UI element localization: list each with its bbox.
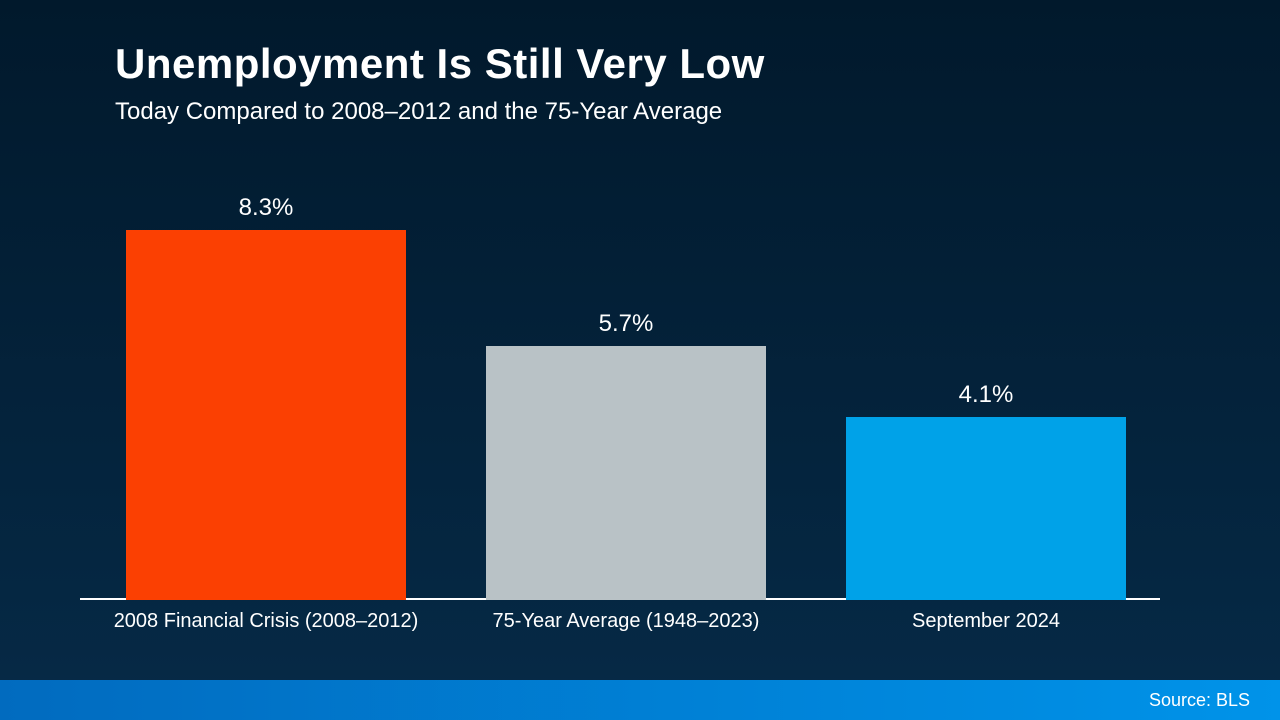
bar-label: September 2024	[912, 610, 1060, 633]
page-title: Unemployment Is Still Very Low	[115, 40, 765, 88]
source-text: Source: BLS	[1149, 690, 1250, 711]
page-subtitle: Today Compared to 2008–2012 and the 75-Y…	[115, 98, 765, 126]
bar-group: 5.7%75-Year Average (1948–2023)	[486, 310, 766, 600]
bar-value: 4.1%	[959, 381, 1014, 409]
bar-value: 5.7%	[599, 310, 654, 338]
bar	[486, 346, 766, 600]
footer-bar: Source: BLS	[0, 680, 1280, 720]
bar-chart: 8.3%2008 Financial Crisis (2008–2012)5.7…	[80, 190, 1160, 630]
bar-group: 8.3%2008 Financial Crisis (2008–2012)	[126, 194, 406, 600]
bar	[846, 417, 1126, 600]
bar-group: 4.1%September 2024	[846, 381, 1126, 600]
bar-value: 8.3%	[239, 194, 294, 222]
bar-label: 75-Year Average (1948–2023)	[493, 610, 760, 633]
bar-label: 2008 Financial Crisis (2008–2012)	[114, 610, 419, 633]
header: Unemployment Is Still Very Low Today Com…	[115, 40, 765, 126]
bar	[126, 230, 406, 600]
